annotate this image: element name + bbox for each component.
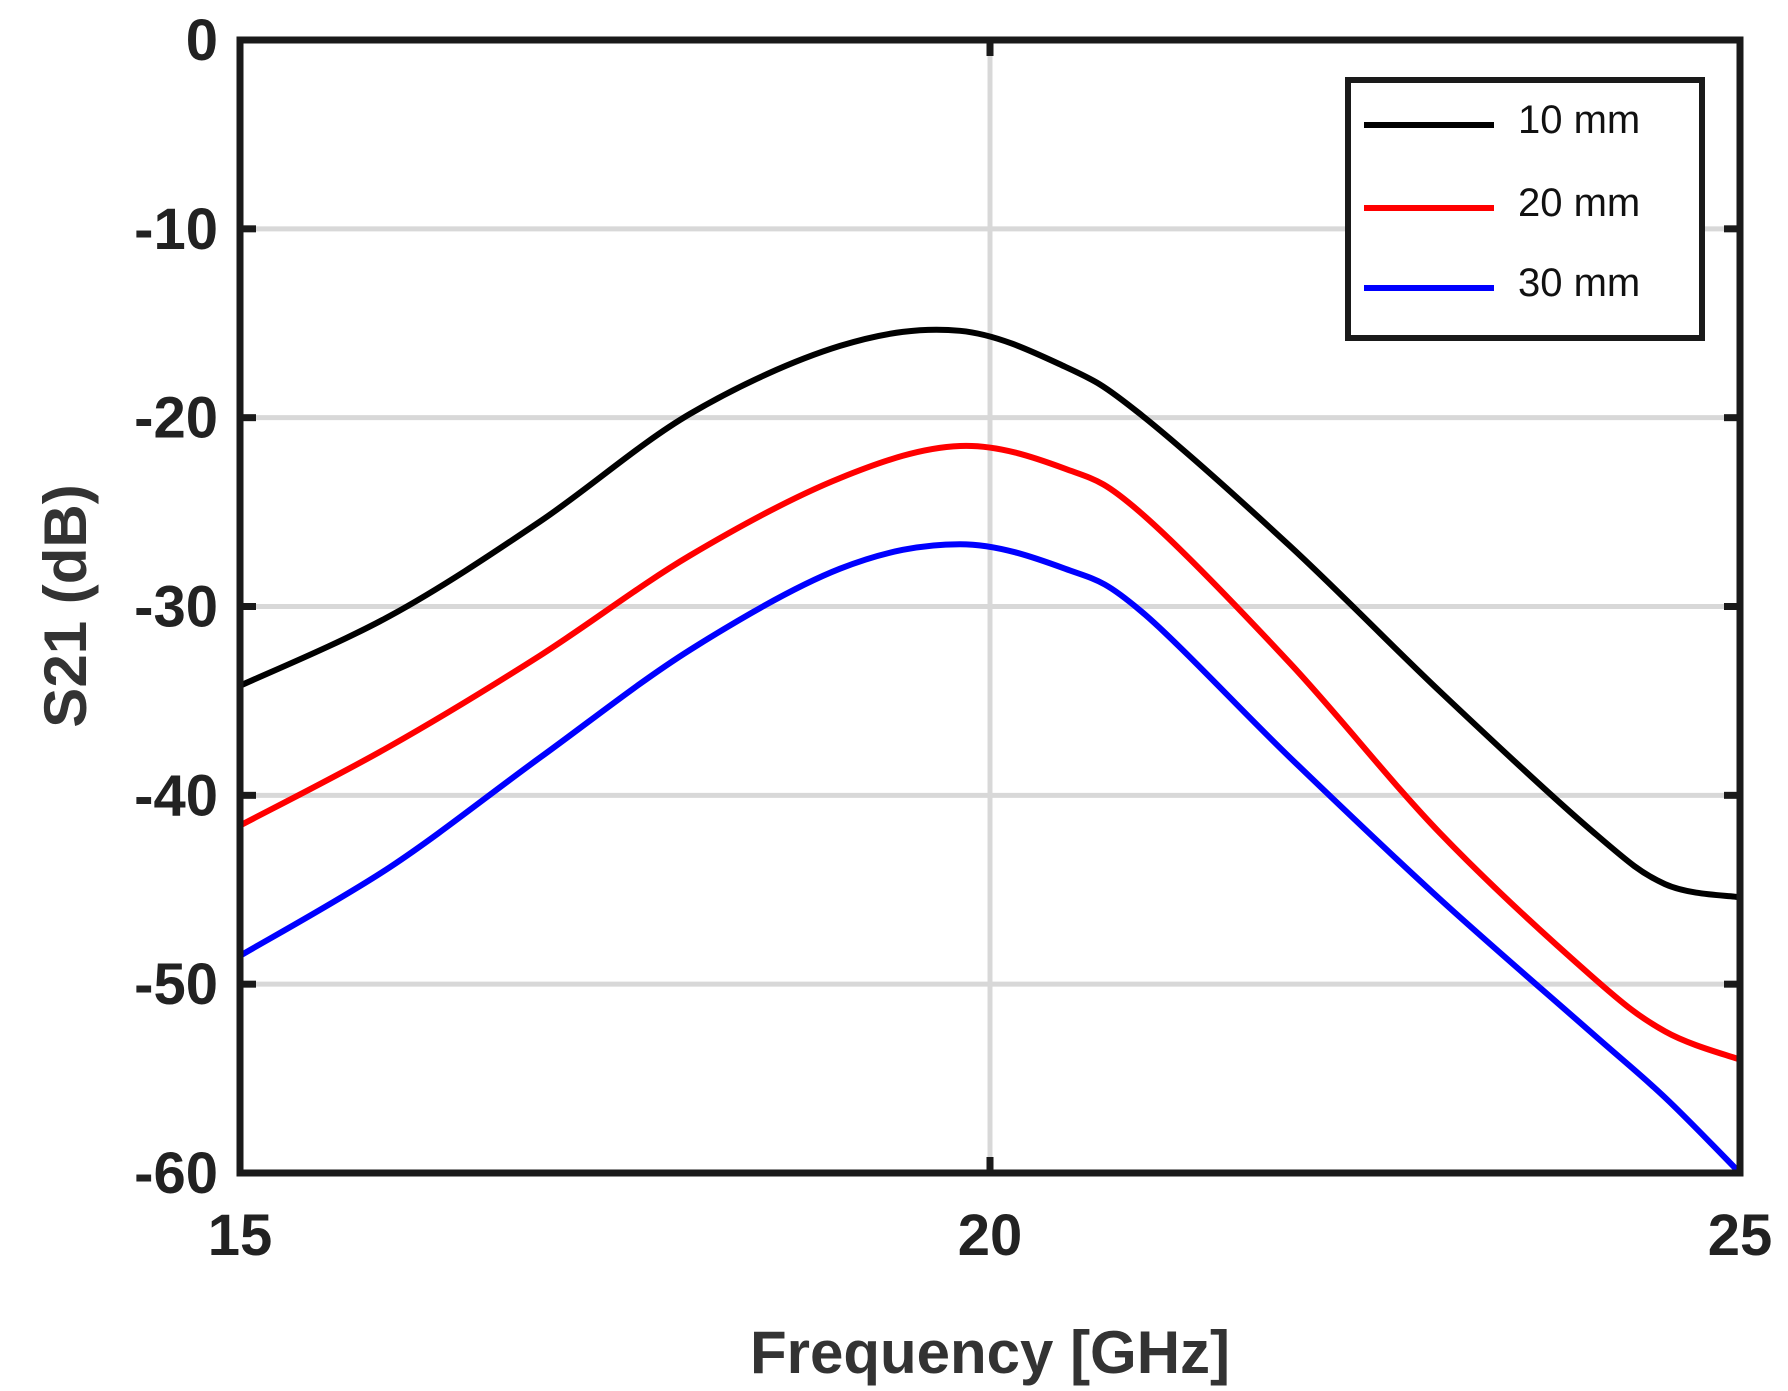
legend-label-30mm: 30 mm <box>1518 261 1640 305</box>
x-tick-label: 25 <box>1708 1203 1773 1268</box>
series-lines <box>237 326 1743 1176</box>
x-axis-label: Frequency [GHz] <box>750 1319 1230 1386</box>
y-tick-label: -40 <box>134 763 218 828</box>
x-tick-label: 20 <box>958 1203 1023 1268</box>
y-tick-label: 0 <box>186 8 218 73</box>
y-axis-label: S21 (dB) <box>32 484 99 727</box>
legend-label-20mm: 20 mm <box>1518 181 1640 225</box>
y-tick-label: -50 <box>134 952 218 1017</box>
series-line-20mm <box>237 442 1743 1063</box>
x-tick-label: 15 <box>208 1203 273 1268</box>
y-tick-label: -60 <box>134 1141 218 1206</box>
y-tick-label: -30 <box>134 575 218 640</box>
y-tick-label: -10 <box>134 197 218 262</box>
legend: 10 mm 20 mm 30 mm <box>1345 77 1705 341</box>
series-line-30mm <box>237 541 1743 1176</box>
legend-label-10mm: 10 mm <box>1518 98 1640 142</box>
series-line-10mm <box>237 326 1743 901</box>
y-tick-label: -20 <box>134 386 218 451</box>
